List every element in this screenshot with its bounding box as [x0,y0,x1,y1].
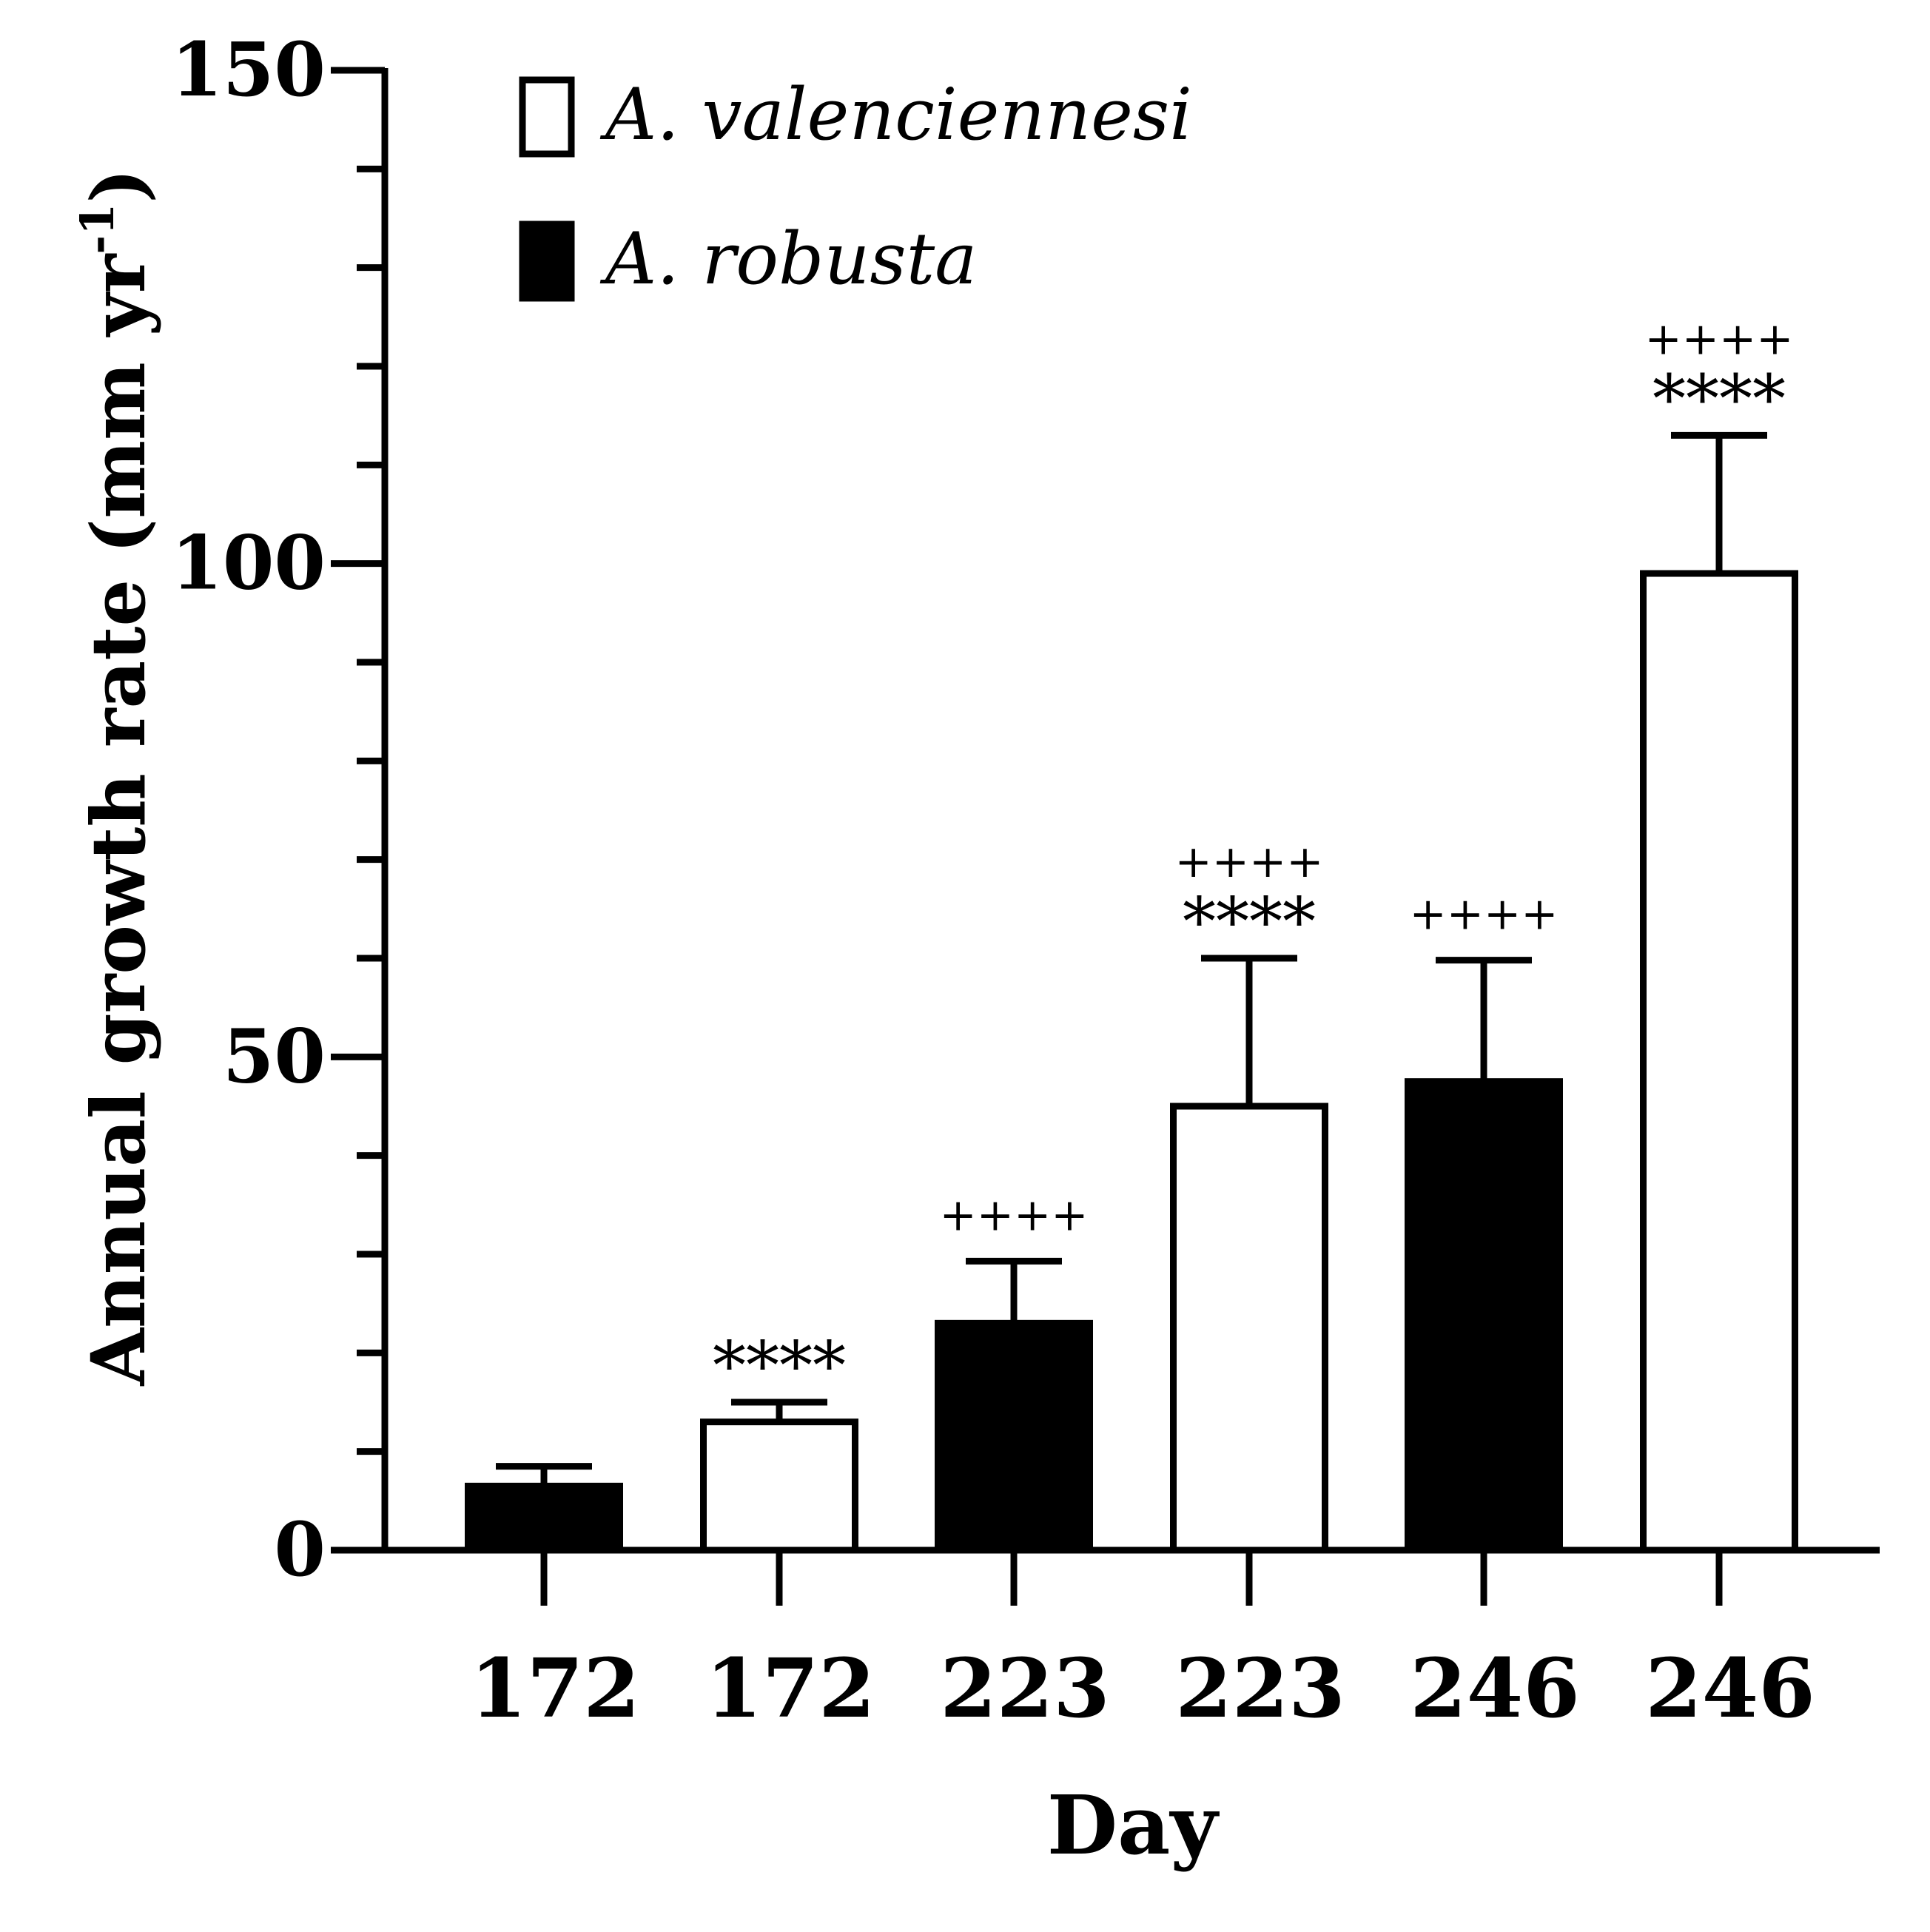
legend-swatch [519,76,575,158]
bar-valenciennesi-223: ****++++ [1170,836,1328,1554]
legend-label: A. valenciennesi [599,73,1192,156]
bar [700,1418,858,1554]
significance-stars: **** [713,1327,846,1405]
significance-plus: ++++ [939,1189,1088,1241]
x-tick-label: 246 [1645,1640,1815,1736]
y-tick-label: 50 [223,1012,326,1100]
y-tick-label: 100 [171,519,326,607]
x-axis-label: Day [1047,1777,1220,1873]
significance-plus: ++++ [1644,313,1793,365]
legend-entry: A. robusta [519,218,977,302]
y-axis-label-main: Annual growth rate (mm yr [75,253,162,1386]
bar-valenciennesi-246: ****++++ [1640,313,1798,1554]
bar [465,1482,623,1554]
legend: A. valenciennesi A. robusta [519,73,1192,302]
y-axis-label-superscript: -1 [70,203,124,255]
axes: 0 50 100 150 172 172 223 223 246 246 [171,26,1880,1736]
bar-robusta-223: ++++ [935,1189,1093,1554]
legend-swatch [519,221,575,302]
significance-plus: ++++ [1409,889,1558,940]
significance-stars: **** [1652,360,1786,438]
y-axis-label-close: ) [75,168,162,203]
significance-plus: ++++ [1174,836,1323,888]
y-axis-label: Annual growth rate (mm yr-1) [70,168,162,1386]
legend-label: A. robusta [599,218,977,300]
significance-stars: **** [1183,883,1316,961]
bar [1405,1078,1563,1554]
bar-robusta-172 [465,1463,623,1554]
y-tick-label: 150 [171,26,326,113]
x-tick-label: 172 [705,1640,875,1736]
x-tick-label: 172 [470,1640,640,1736]
bar [1640,570,1798,1554]
bar [1170,1103,1328,1554]
x-tick-label: 223 [940,1640,1110,1736]
bar [935,1319,1093,1554]
bars: ****++++****++++++++****++++ [465,313,1798,1554]
x-tick-label: 246 [1410,1640,1580,1736]
y-tick-label: 0 [274,1506,326,1593]
bar-valenciennesi-172: **** [700,1327,858,1554]
bar-robusta-246: ++++ [1405,889,1563,1554]
x-tick-label: 223 [1175,1640,1345,1736]
legend-entry: A. valenciennesi [519,73,1192,158]
